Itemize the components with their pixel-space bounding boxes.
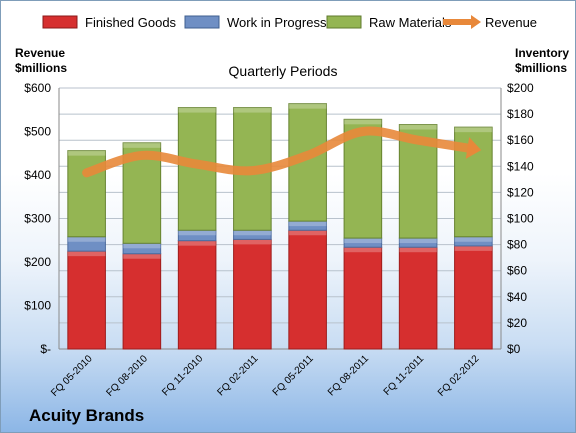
bar-highlight bbox=[344, 247, 382, 253]
chart-title: Quarterly Periods bbox=[229, 63, 338, 79]
left-axis-title-line-2: $millions bbox=[15, 61, 67, 75]
bar-highlight bbox=[344, 119, 382, 125]
left-tick-label: $400 bbox=[24, 168, 51, 182]
bar-highlight bbox=[288, 103, 327, 109]
right-tick-label: $80 bbox=[507, 238, 527, 252]
right-tick-label: $40 bbox=[507, 290, 527, 304]
x-tick-label: FQ 11-2010 bbox=[160, 353, 205, 398]
right-axis-title: Inventory $millions bbox=[515, 46, 572, 75]
bar-highlight bbox=[123, 243, 161, 249]
right-tick-label: $120 bbox=[507, 185, 534, 199]
legend-label-finished-goods: Finished Goods bbox=[85, 15, 177, 30]
legend-swatch-raw-materials bbox=[326, 15, 362, 29]
bar-finished-goods bbox=[67, 250, 106, 350]
revenue-arrowhead bbox=[465, 137, 482, 159]
left-tick-label: $600 bbox=[24, 81, 51, 95]
left-tick-label: $- bbox=[40, 342, 51, 356]
bar-finished-goods bbox=[122, 253, 162, 350]
left-tick-label: $500 bbox=[24, 125, 51, 139]
right-tick-label: $180 bbox=[507, 107, 534, 121]
revenue-line-path bbox=[82, 126, 478, 178]
bar-highlight bbox=[123, 253, 161, 259]
bar-highlight bbox=[454, 245, 493, 251]
x-tick-label: FQ 05-2011 bbox=[271, 353, 316, 398]
bar-highlight bbox=[178, 230, 216, 236]
right-tick-label: $0 bbox=[507, 342, 521, 356]
company-label: Acuity Brands bbox=[29, 406, 144, 425]
x-tick-label: FQ 05-2010 bbox=[49, 353, 95, 399]
bar-series bbox=[67, 103, 493, 350]
right-tick-label: $140 bbox=[507, 159, 534, 173]
right-axis-ticks: $0 $20 $40 $60 $80 $100 $120 $140 $160 $180 $200 bbox=[507, 81, 534, 356]
right-axis-title-line-1: Inventory bbox=[515, 46, 569, 60]
legend-swatch-work-in-progress bbox=[184, 15, 220, 29]
bar-highlight bbox=[454, 127, 493, 133]
bar-highlight bbox=[399, 247, 437, 253]
bar-finished-goods bbox=[454, 245, 493, 350]
left-axis-title-line-1: Revenue bbox=[15, 46, 65, 60]
bar-highlight bbox=[288, 230, 327, 236]
left-tick-label: $300 bbox=[24, 212, 51, 226]
bar-highlight bbox=[178, 240, 216, 246]
right-tick-label: $160 bbox=[507, 133, 534, 147]
bar-finished-goods bbox=[177, 240, 217, 350]
x-tick-label: FQ 02-2012 bbox=[436, 353, 482, 399]
bar-highlight bbox=[399, 238, 437, 244]
bar-highlight bbox=[288, 221, 327, 227]
legend-swatch-finished-goods bbox=[42, 15, 78, 29]
bar-highlight bbox=[454, 236, 493, 242]
bar-highlight bbox=[399, 124, 437, 130]
right-tick-label: $60 bbox=[507, 264, 527, 278]
x-tick-label: FQ 08-2011 bbox=[326, 353, 371, 398]
right-tick-label: $100 bbox=[507, 212, 534, 226]
right-tick-label: $200 bbox=[507, 81, 534, 95]
legend-label-revenue: Revenue bbox=[485, 15, 537, 30]
bar-highlight bbox=[178, 107, 216, 113]
legend: Finished Goods Work in Progress Raw Mate… bbox=[42, 15, 537, 30]
left-axis-ticks: $- $100 $200 $300 $400 $500 $600 bbox=[24, 81, 51, 356]
bar-highlight bbox=[67, 150, 106, 156]
left-tick-label: $200 bbox=[24, 255, 51, 269]
bar-highlight bbox=[344, 238, 382, 244]
bar-highlight bbox=[233, 107, 272, 113]
left-tick-label: $100 bbox=[24, 299, 51, 313]
left-axis-title: Revenue $millions bbox=[15, 46, 68, 75]
right-axis-title-line-2: $millions bbox=[515, 61, 567, 75]
bar-finished-goods bbox=[233, 238, 272, 350]
x-tick-label: FQ 02-2011 bbox=[216, 353, 261, 398]
bar-finished-goods bbox=[398, 246, 438, 350]
bar-highlight bbox=[67, 251, 106, 257]
bar-finished-goods bbox=[343, 246, 383, 350]
revenue-line bbox=[82, 126, 482, 178]
legend-label-raw-materials: Raw Materials bbox=[369, 15, 452, 30]
x-axis-ticks: FQ 05-2010 FQ 08-2010 FQ 11-2010 FQ 02-2011… bbox=[49, 353, 482, 399]
bar-highlight bbox=[67, 236, 106, 242]
legend-label-work-in-progress: Work in Progress bbox=[227, 15, 327, 30]
right-tick-label: $20 bbox=[507, 316, 527, 330]
legend-arrow-revenue bbox=[471, 15, 481, 29]
bar-highlight bbox=[233, 230, 272, 236]
bar-highlight bbox=[123, 142, 161, 148]
x-tick-label: FQ 08-2010 bbox=[104, 353, 150, 399]
x-tick-label: FQ 11-2011 bbox=[382, 353, 427, 398]
bar-highlight bbox=[233, 239, 272, 245]
bar-finished-goods bbox=[288, 229, 327, 350]
